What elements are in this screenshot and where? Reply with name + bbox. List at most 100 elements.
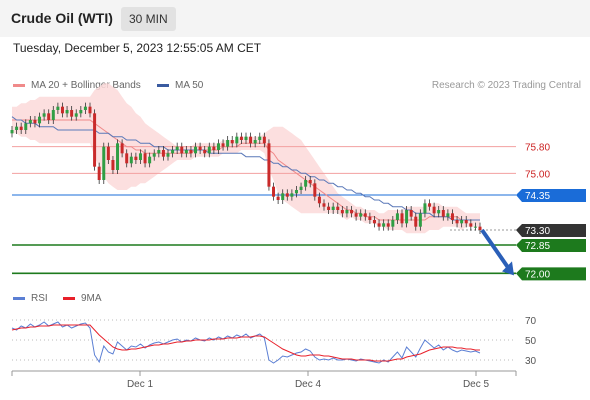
- candle-body-13: [70, 110, 74, 117]
- candle-body-18: [93, 113, 97, 167]
- candle-body-98: [460, 220, 464, 224]
- bollinger-band: [12, 83, 480, 234]
- rsi-level-label-30: 30: [525, 356, 537, 367]
- candle-body-6: [38, 116, 42, 124]
- candle-body-35: [171, 150, 175, 154]
- candle-body-12: [65, 110, 69, 114]
- ma50-legend-label: MA 50: [175, 80, 204, 91]
- legend-ma50: MA 50: [157, 80, 203, 91]
- rsi-line: [11, 321, 481, 364]
- candle-body-63: [299, 186, 303, 190]
- rsi-level-label-50: 50: [525, 336, 537, 347]
- legend-ma20: MA 20 + Bollinger Bands: [13, 80, 141, 91]
- level-label-74.35: 74.35: [525, 191, 550, 202]
- candle-body-55: [262, 136, 266, 144]
- candle-body-65: [308, 180, 312, 184]
- candle-body-20: [102, 146, 106, 180]
- level-tag-73.30: [516, 224, 586, 237]
- candle-body-78: [368, 216, 372, 220]
- timeframe-button[interactable]: 30 MIN: [121, 7, 176, 31]
- candle-body-69: [327, 206, 331, 210]
- ma50-line: [11, 116, 480, 221]
- candle-body-44: [212, 146, 216, 150]
- candle-body-51: [244, 136, 248, 140]
- candle-body-24: [120, 143, 124, 154]
- candle-body-79: [372, 220, 376, 224]
- candle-body-76: [359, 213, 363, 217]
- candle-body-14: [74, 113, 78, 117]
- candle-body-16: [83, 106, 87, 110]
- candle-body-3: [24, 123, 28, 130]
- legend-rsi-ma: 9MA: [63, 293, 102, 304]
- candle-body-48: [230, 140, 234, 144]
- rsi-level-label-70: 70: [525, 316, 537, 327]
- candle-body-9: [51, 110, 55, 120]
- candle-body-74: [350, 210, 354, 214]
- x-tick-label-0: Dec 1: [127, 379, 154, 390]
- candle-body-38: [184, 150, 188, 154]
- candle-body-89: [418, 213, 422, 227]
- candle-body-27: [134, 156, 138, 160]
- x-tick-label-2: Dec 5: [463, 379, 490, 390]
- candle-body-70: [331, 206, 335, 210]
- candle-body-86: [405, 210, 409, 224]
- candle-body-95: [446, 213, 450, 217]
- candle-body-53: [253, 140, 257, 144]
- candle-body-59: [281, 193, 285, 200]
- candle-body-93: [437, 210, 441, 214]
- candle-body-32: [157, 150, 161, 154]
- copyright-text: Research © 2023 Trading Central: [431, 80, 581, 91]
- candle-body-56: [267, 143, 271, 187]
- candle-body-87: [409, 210, 413, 217]
- candle-body-71: [336, 206, 340, 210]
- candle-body-91: [428, 203, 432, 207]
- ma50-swatch: [157, 84, 169, 87]
- candle-body-50: [239, 136, 243, 140]
- candle-body-34: [166, 153, 170, 157]
- candle-body-52: [249, 136, 253, 144]
- candle-body-100: [469, 223, 473, 227]
- chart-header: Crude Oil (WTI) 30 MIN: [0, 0, 590, 37]
- candle-body-10: [56, 106, 60, 110]
- level-label-72.85: 72.85: [525, 241, 550, 252]
- candle-body-1: [15, 126, 19, 130]
- candle-body-80: [377, 223, 381, 227]
- instrument-title: Crude Oil (WTI): [11, 10, 113, 26]
- candle-body-26: [129, 156, 133, 164]
- forecast-arrow-head: [502, 261, 514, 276]
- candle-body-30: [148, 156, 152, 164]
- level-tag-72.00: [516, 267, 586, 281]
- rsi-ma-line: [11, 324, 480, 362]
- candle-body-72: [340, 210, 344, 214]
- candle-body-88: [414, 216, 418, 227]
- candle-body-99: [464, 220, 468, 224]
- level-label-73.30: 73.30: [525, 226, 550, 237]
- candle-body-37: [180, 146, 184, 154]
- candle-body-47: [226, 140, 230, 147]
- candle-body-82: [386, 223, 390, 227]
- level-label-75.80: 75.80: [525, 143, 550, 154]
- candle-body-75: [354, 213, 358, 217]
- candle-body-94: [441, 210, 445, 217]
- candle-body-4: [28, 120, 32, 124]
- candle-body-77: [363, 213, 367, 217]
- chart-datetime: Tuesday, December 5, 2023 12:55:05 AM CE…: [13, 41, 262, 55]
- candle-body-49: [235, 136, 239, 144]
- candle-body-36: [175, 146, 179, 150]
- candle-body-58: [276, 196, 280, 200]
- candle-body-81: [382, 223, 386, 227]
- candle-body-22: [111, 160, 115, 170]
- candle-body-68: [322, 203, 326, 207]
- candle-body-101: [473, 226, 477, 228]
- candle-body-92: [432, 206, 436, 214]
- candle-body-31: [152, 153, 156, 157]
- candle-body-85: [400, 213, 404, 224]
- x-tick-label-1: Dec 4: [295, 379, 322, 390]
- candle-body-19: [97, 166, 101, 180]
- candle-body-7: [42, 113, 46, 117]
- candle-body-64: [304, 180, 308, 187]
- candle-body-11: [60, 106, 64, 114]
- candle-body-42: [203, 150, 207, 154]
- candle-body-96: [450, 213, 454, 220]
